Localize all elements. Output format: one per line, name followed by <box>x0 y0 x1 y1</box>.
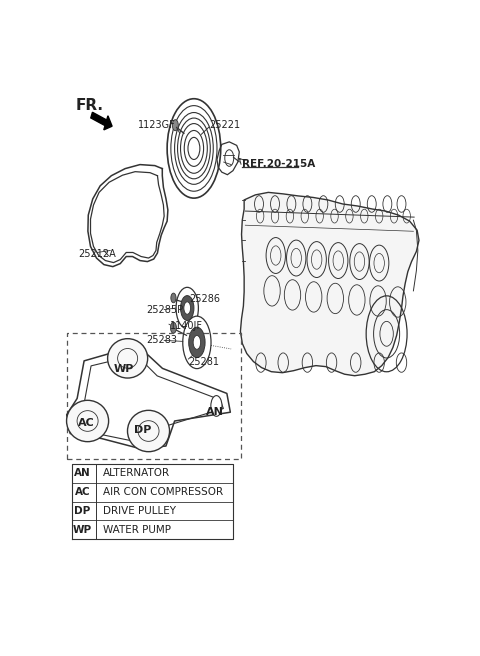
Text: 1140JF: 1140JF <box>170 321 203 331</box>
Text: WP: WP <box>73 525 92 535</box>
Text: AIR CON COMPRESSOR: AIR CON COMPRESSOR <box>103 487 223 497</box>
Text: ALTERNATOR: ALTERNATOR <box>103 468 170 478</box>
Text: 25286: 25286 <box>190 295 220 304</box>
Text: AN: AN <box>205 407 223 417</box>
Ellipse shape <box>170 322 177 333</box>
Text: WP: WP <box>114 364 134 374</box>
Text: AC: AC <box>78 419 95 428</box>
Text: 25285P: 25285P <box>147 304 184 315</box>
Text: DP: DP <box>134 425 151 435</box>
Text: DRIVE PULLEY: DRIVE PULLEY <box>103 506 176 516</box>
Text: AN: AN <box>74 468 91 478</box>
Ellipse shape <box>193 335 201 349</box>
Ellipse shape <box>171 293 176 303</box>
Text: AC: AC <box>74 487 90 497</box>
Ellipse shape <box>180 296 194 321</box>
Ellipse shape <box>189 327 205 358</box>
Text: 25221: 25221 <box>209 120 240 130</box>
Ellipse shape <box>184 302 191 314</box>
FancyArrow shape <box>91 112 112 130</box>
Text: WATER PUMP: WATER PUMP <box>103 525 171 535</box>
Ellipse shape <box>176 287 198 329</box>
Text: FR.: FR. <box>76 98 104 113</box>
Text: 25212A: 25212A <box>78 249 116 259</box>
Ellipse shape <box>172 119 178 131</box>
Text: DP: DP <box>74 506 90 516</box>
Ellipse shape <box>183 316 211 369</box>
Ellipse shape <box>128 411 169 452</box>
Ellipse shape <box>211 396 222 417</box>
Text: 1123GF: 1123GF <box>138 120 175 130</box>
Text: 25281: 25281 <box>188 357 219 367</box>
Polygon shape <box>240 192 419 376</box>
Ellipse shape <box>67 400 108 441</box>
Text: 25283: 25283 <box>147 335 178 345</box>
Text: REF.20-215A: REF.20-215A <box>242 159 315 169</box>
Ellipse shape <box>108 338 148 378</box>
